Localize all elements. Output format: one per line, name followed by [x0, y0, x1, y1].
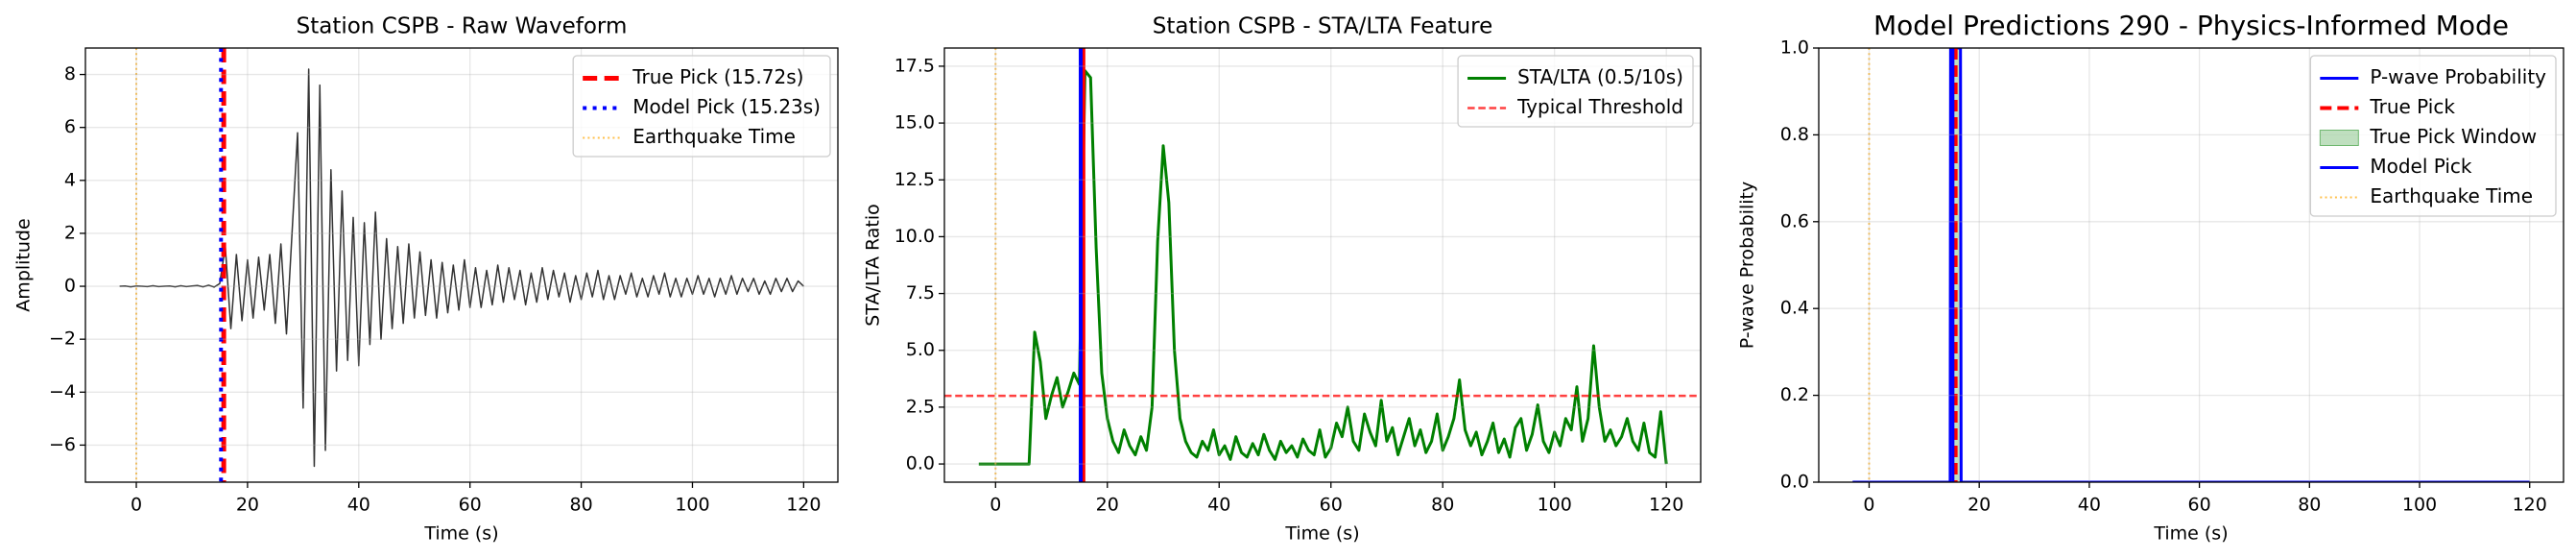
y-tick-label: 0.2: [1780, 384, 1809, 405]
y-tick-label: 7.5: [906, 282, 935, 304]
x-tick-label: 120: [1649, 495, 1683, 516]
y-tick-label: 12.5: [894, 169, 935, 190]
legend-label: True Pick: [2369, 95, 2455, 118]
x-tick-label: 20: [1096, 495, 1119, 516]
axes-frame: [84, 47, 839, 483]
chart-title: Model Predictions 290 - Physics-Informed…: [1873, 10, 2509, 41]
y-tick-label: 0.6: [1780, 210, 1809, 231]
y-tick-label: 0.0: [906, 453, 935, 474]
y-tick-label: 0.4: [1780, 298, 1809, 319]
x-tick-label: 60: [2188, 495, 2211, 516]
legend-box: [2309, 55, 2557, 217]
plot-area: [1852, 48, 2530, 482]
x-tick-label: 20: [236, 495, 259, 516]
chart-title: Station CSPB - Raw Waveform: [297, 14, 628, 39]
x-tick-label: 80: [2298, 495, 2321, 516]
x-tick-label: 80: [569, 495, 592, 516]
legend-label: True Pick Window: [2369, 125, 2537, 148]
y-tick-label: 0.8: [1780, 124, 1809, 145]
y-tick-label: −4: [49, 381, 76, 402]
legend-label: P-wave Probability: [2370, 65, 2546, 88]
legend-box: [572, 55, 831, 158]
legend: STA/LTA (0.5/10s) Typical Threshold: [1457, 55, 1694, 128]
y-tick-label: 17.5: [894, 55, 935, 76]
x-tick-label: 20: [1968, 495, 1991, 516]
y-tick-label: 2.5: [906, 396, 935, 417]
y-axis-label: STA/LTA Ratio: [863, 204, 884, 327]
chart-title: Station CSPB - STA/LTA Feature: [1153, 14, 1493, 39]
y-tick-label: 6: [64, 116, 76, 137]
x-tick-label: 0: [1863, 495, 1874, 516]
axes-frame: [943, 47, 1702, 483]
y-tick-label: −2: [49, 328, 76, 350]
legend-label: Model Pick (15.23s): [632, 95, 821, 118]
y-tick-label: 5.0: [906, 339, 935, 360]
plot-area: [119, 48, 804, 482]
x-tick-label: 0: [131, 495, 142, 516]
x-axis-label: Time (s): [423, 523, 498, 545]
x-tick-label: 40: [2078, 495, 2101, 516]
y-tick-label: 2: [64, 222, 76, 243]
legend-box: [1457, 55, 1694, 128]
x-axis-label: Time (s): [1284, 523, 1359, 545]
y-tick-label: 1.0: [1780, 37, 1809, 59]
data-line: [119, 68, 804, 468]
y-tick-label: 15.0: [894, 112, 935, 134]
x-tick-label: 40: [347, 495, 370, 516]
legend-label: Model Pick: [2370, 155, 2472, 178]
x-tick-label: 80: [1431, 495, 1454, 516]
legend-label: STA/LTA (0.5/10s): [1517, 65, 1683, 88]
legend-label: Earthquake Time: [632, 125, 796, 148]
x-tick-label: 60: [459, 495, 482, 516]
y-tick-label: 0: [64, 276, 76, 297]
x-axis-label: Time (s): [2153, 523, 2228, 545]
x-tick-label: 0: [990, 495, 1001, 516]
y-axis-label: Amplitude: [13, 218, 35, 311]
x-tick-label: 120: [786, 495, 821, 516]
legend-handle: [2319, 130, 2359, 146]
y-tick-label: 10.0: [894, 226, 935, 247]
x-tick-label: 100: [2402, 495, 2437, 516]
legend-label: Earthquake Time: [2370, 184, 2533, 207]
y-tick-label: −6: [49, 434, 76, 455]
y-axis-label: P-wave Probability: [1737, 182, 1758, 350]
x-tick-label: 120: [2513, 495, 2547, 516]
plot-area: [944, 48, 1701, 482]
legend-label: True Pick (15.72s): [632, 65, 803, 88]
y-tick-label: 4: [64, 169, 76, 190]
legend-label: Typical Threshold: [1516, 95, 1683, 118]
legend: P-wave Probability True Pick True Pick Win…: [2309, 55, 2557, 217]
y-tick-label: 0.0: [1780, 472, 1809, 493]
x-tick-label: 100: [1538, 495, 1572, 516]
x-tick-label: 40: [1207, 495, 1230, 516]
legend: True Pick (15.72s) Model Pick (15.23s) Ear…: [572, 55, 831, 158]
y-tick-label: 8: [64, 63, 76, 85]
x-tick-label: 60: [1320, 495, 1343, 516]
axes-frame: [1818, 47, 2564, 483]
x-tick-label: 100: [675, 495, 709, 516]
data-line: [978, 69, 1668, 466]
